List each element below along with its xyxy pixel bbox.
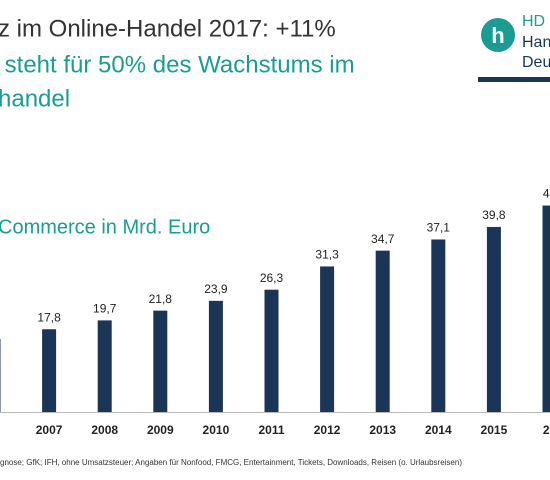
logo-text: HD [522, 13, 545, 30]
value-label: 39,8 [482, 208, 506, 222]
bar [431, 239, 446, 412]
x-tick-label: 2010 [203, 423, 230, 437]
x-tick-label: 2013 [369, 423, 396, 437]
bar [486, 226, 501, 412]
value-label: 44 [543, 187, 550, 201]
bar [542, 205, 550, 412]
logo-text: Han [522, 34, 550, 51]
value-label: 19,7 [93, 302, 117, 316]
value-label: 17,8 [37, 310, 61, 324]
value-label: 37,1 [427, 221, 451, 235]
title-line: z im Online-Handel 2017: +11% [0, 15, 336, 42]
x-tick-label: 2012 [314, 423, 341, 437]
title-line: handel [0, 85, 70, 112]
logo-glyph: h [491, 23, 504, 48]
bar [264, 289, 279, 412]
x-tick-label: 2009 [147, 423, 174, 437]
value-label: 23,9 [204, 282, 228, 296]
footnote: gnose; GfK; IFH, ohne Umsatzsteuer; Anga… [0, 458, 462, 467]
x-tick-label: 2014 [425, 423, 452, 437]
value-label: 21,8 [149, 292, 173, 306]
value-label: 31,3 [315, 248, 339, 262]
value-label: 34,7 [371, 232, 395, 246]
bar [153, 310, 168, 412]
logo-bar [478, 77, 550, 82]
x-tick-label: 20 [543, 423, 550, 437]
bar [0, 338, 1, 412]
x-tick-label: 2008 [91, 423, 118, 437]
bar [97, 320, 112, 412]
title-line: steht für 50% des Wachstums im [0, 51, 355, 78]
bar [42, 329, 57, 412]
logo-text: Deu [522, 54, 550, 71]
logo-mark [481, 18, 515, 52]
x-tick-label: 2011 [258, 423, 284, 437]
x-tick-label: 2007 [36, 423, 63, 437]
bar [375, 250, 390, 412]
chart-subtitle: Commerce in Mrd. Euro [0, 216, 210, 238]
x-tick-label: 2015 [481, 423, 508, 437]
bar [208, 300, 223, 412]
bar [320, 266, 335, 412]
value-label: 26,3 [260, 271, 284, 285]
